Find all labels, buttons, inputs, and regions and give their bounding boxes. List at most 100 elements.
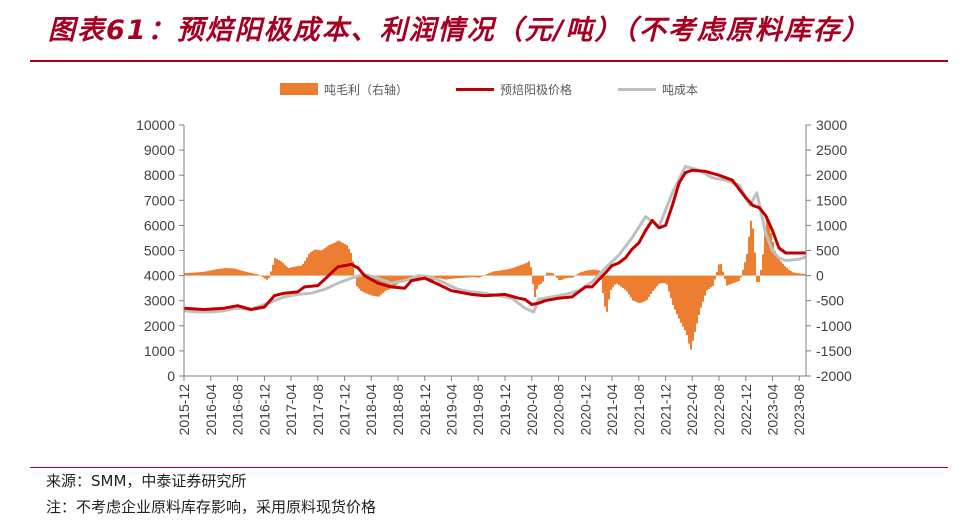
profit-bar	[452, 275, 454, 279]
profit-bar	[524, 263, 526, 276]
footnote: 注：不考虑企业原料库存影响，采用原料现货价格	[46, 498, 377, 516]
profit-bar	[794, 272, 796, 276]
profit-bar	[644, 275, 646, 302]
profit-bar	[676, 275, 678, 315]
left-tick-label: 2000	[144, 318, 175, 334]
profit-bar	[500, 270, 502, 276]
profit-bar	[740, 275, 742, 278]
profit-bar	[254, 273, 256, 276]
profit-bar	[324, 248, 326, 276]
profit-bar	[250, 272, 252, 276]
profit-bar	[630, 275, 632, 298]
profit-bar	[210, 270, 212, 276]
profit-bar	[348, 248, 350, 276]
profit-bar	[556, 275, 558, 278]
profit-bar	[708, 275, 710, 289]
profit-bar	[722, 271, 724, 276]
profit-bar	[656, 275, 658, 287]
profit-bar	[296, 266, 298, 276]
profit-bar	[554, 275, 556, 277]
profit-bar	[694, 275, 696, 332]
profit-bar	[682, 275, 684, 327]
profit-bar	[502, 270, 504, 276]
profit-bar	[372, 275, 374, 296]
profit-bar	[516, 266, 518, 276]
profit-bar	[320, 250, 322, 276]
left-tick-label: 7000	[144, 192, 175, 208]
profit-bar	[228, 268, 230, 276]
x-tick-label: 2017-08	[310, 384, 326, 436]
profit-bar	[802, 273, 804, 276]
profit-bar	[284, 264, 286, 276]
profit-bar	[216, 269, 218, 276]
right-tick-label: 2500	[816, 142, 847, 158]
profit-bar	[184, 273, 186, 276]
profit-bar	[242, 270, 244, 276]
profit-bar	[744, 262, 746, 276]
x-tick-label: 2021-08	[631, 384, 647, 436]
profit-bar	[688, 275, 690, 344]
profit-bar	[648, 275, 650, 297]
profit-bar	[468, 275, 470, 278]
profit-bar	[196, 272, 198, 276]
profit-bar	[674, 275, 676, 310]
right-tick-label: -2000	[816, 368, 852, 384]
x-tick-label: 2017-04	[283, 384, 299, 436]
profit-bar	[492, 271, 494, 276]
profit-bar	[748, 236, 750, 276]
x-tick-label: 2022-12	[738, 384, 754, 436]
profit-bar	[478, 275, 480, 278]
profit-bar	[752, 228, 754, 276]
profit-bar	[322, 249, 324, 276]
profit-bar	[448, 275, 450, 280]
x-tick-label: 2021-12	[658, 384, 674, 436]
profit-bar	[784, 266, 786, 276]
profit-bar	[442, 275, 444, 279]
profit-bar	[724, 275, 726, 280]
profit-bar	[632, 275, 634, 301]
profit-bar	[738, 275, 740, 282]
profit-bar	[628, 275, 630, 295]
left-tick-label: 8000	[144, 167, 175, 183]
profit-bar	[680, 275, 682, 323]
profit-bar	[188, 272, 190, 276]
profit-bar	[230, 268, 232, 276]
profit-bar	[580, 272, 582, 276]
profit-bar	[700, 275, 702, 308]
profit-bar	[696, 275, 698, 324]
profit-bar	[352, 261, 354, 276]
legend-label-profit: 吨毛利（右轴）	[324, 82, 409, 97]
profit-bar	[218, 268, 220, 276]
profit-bar	[774, 250, 776, 276]
profit-bar	[460, 275, 462, 278]
profit-bar	[658, 275, 660, 285]
x-tick-label: 2021-04	[604, 384, 620, 436]
profit-bar	[754, 252, 756, 276]
x-tick-label: 2017-12	[337, 384, 353, 436]
profit-bar	[384, 275, 386, 292]
profit-bar	[308, 253, 310, 276]
profit-bar	[546, 272, 548, 276]
profit-bar	[704, 275, 706, 296]
profit-bar	[746, 253, 748, 276]
profit-bar	[306, 257, 308, 276]
profit-bar	[736, 275, 738, 282]
profit-bar	[292, 267, 294, 276]
profit-bar	[564, 275, 566, 279]
profit-bar	[498, 270, 500, 276]
x-tick-label: 2023-08	[791, 384, 807, 436]
x-tick-label: 2020-04	[524, 384, 540, 436]
profit-bar	[566, 275, 568, 279]
profit-bar	[608, 275, 610, 300]
profit-bar	[234, 268, 236, 276]
profit-bar	[374, 275, 376, 297]
profit-bar	[692, 275, 694, 341]
profit-bar	[208, 270, 210, 276]
profit-bar	[436, 275, 438, 279]
profit-bar	[652, 275, 654, 291]
profit-bar	[224, 268, 226, 276]
right-tick-label: -1500	[816, 343, 852, 359]
profit-bar	[684, 275, 686, 331]
profit-bar	[272, 264, 274, 276]
profit-bar	[200, 271, 202, 276]
